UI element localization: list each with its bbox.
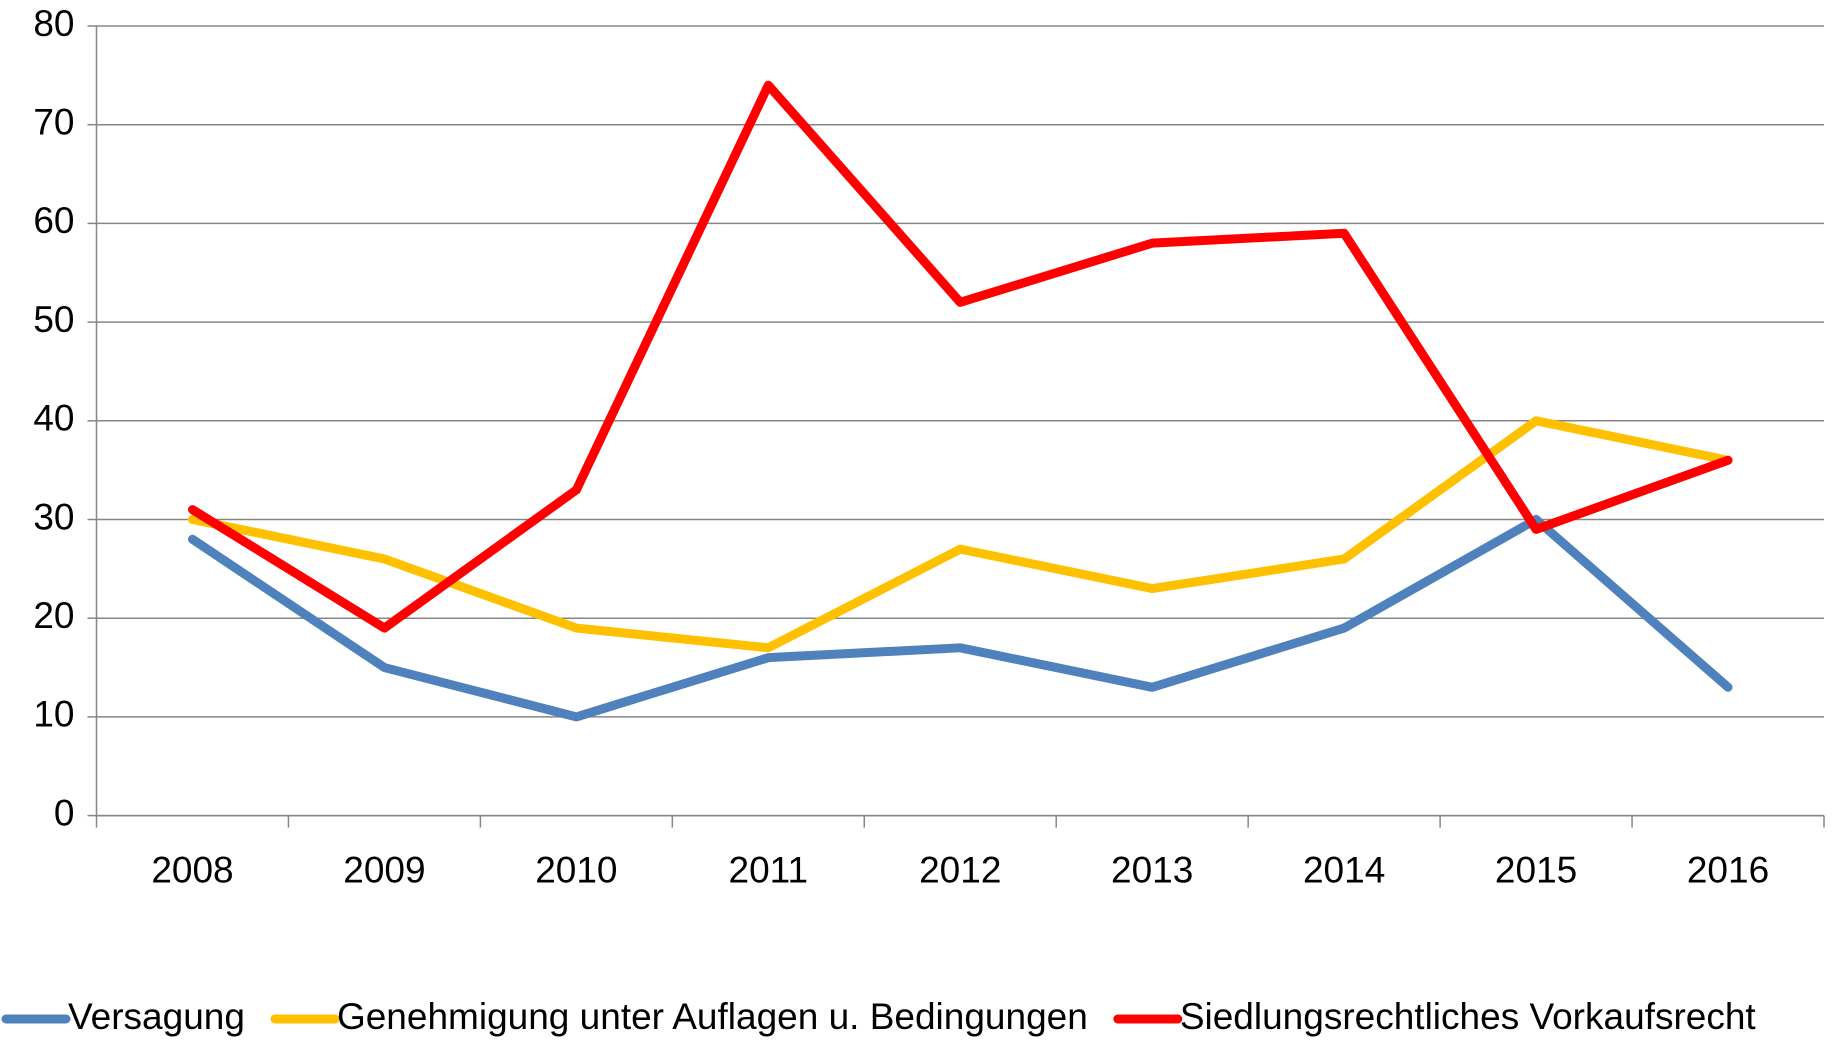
- x-tick-label: 2010: [535, 849, 617, 890]
- y-tick-label: 40: [33, 398, 74, 439]
- y-tick-label: 50: [33, 299, 74, 340]
- legend-label: Siedlungsrechtliches Vorkaufsrecht: [1180, 996, 1757, 1037]
- y-tick-label: 70: [33, 101, 74, 142]
- x-tick-label: 2015: [1495, 849, 1577, 890]
- y-tick-label: 20: [33, 595, 74, 636]
- x-tick-label: 2014: [1303, 849, 1385, 890]
- x-tick-label: 2013: [1111, 849, 1193, 890]
- y-tick-label: 80: [33, 3, 74, 44]
- x-tick-label: 2012: [919, 849, 1001, 890]
- series-line: [187, 80, 1733, 633]
- legend-label: Genehmigung unter Auflagen u. Bedingunge…: [337, 996, 1088, 1037]
- series-line: [187, 515, 1733, 722]
- x-tick-label: 2016: [1687, 849, 1769, 890]
- legend-label: Versagung: [68, 996, 245, 1037]
- y-tick-label: 10: [33, 694, 74, 735]
- x-tick-label: 2008: [151, 849, 233, 890]
- x-tick-label: 2011: [729, 849, 809, 890]
- y-tick-label: 60: [33, 200, 74, 241]
- y-tick-label: 0: [54, 792, 75, 833]
- y-tick-label: 30: [33, 496, 74, 537]
- x-tick-label: 2009: [343, 849, 425, 890]
- series-line: [187, 416, 1733, 653]
